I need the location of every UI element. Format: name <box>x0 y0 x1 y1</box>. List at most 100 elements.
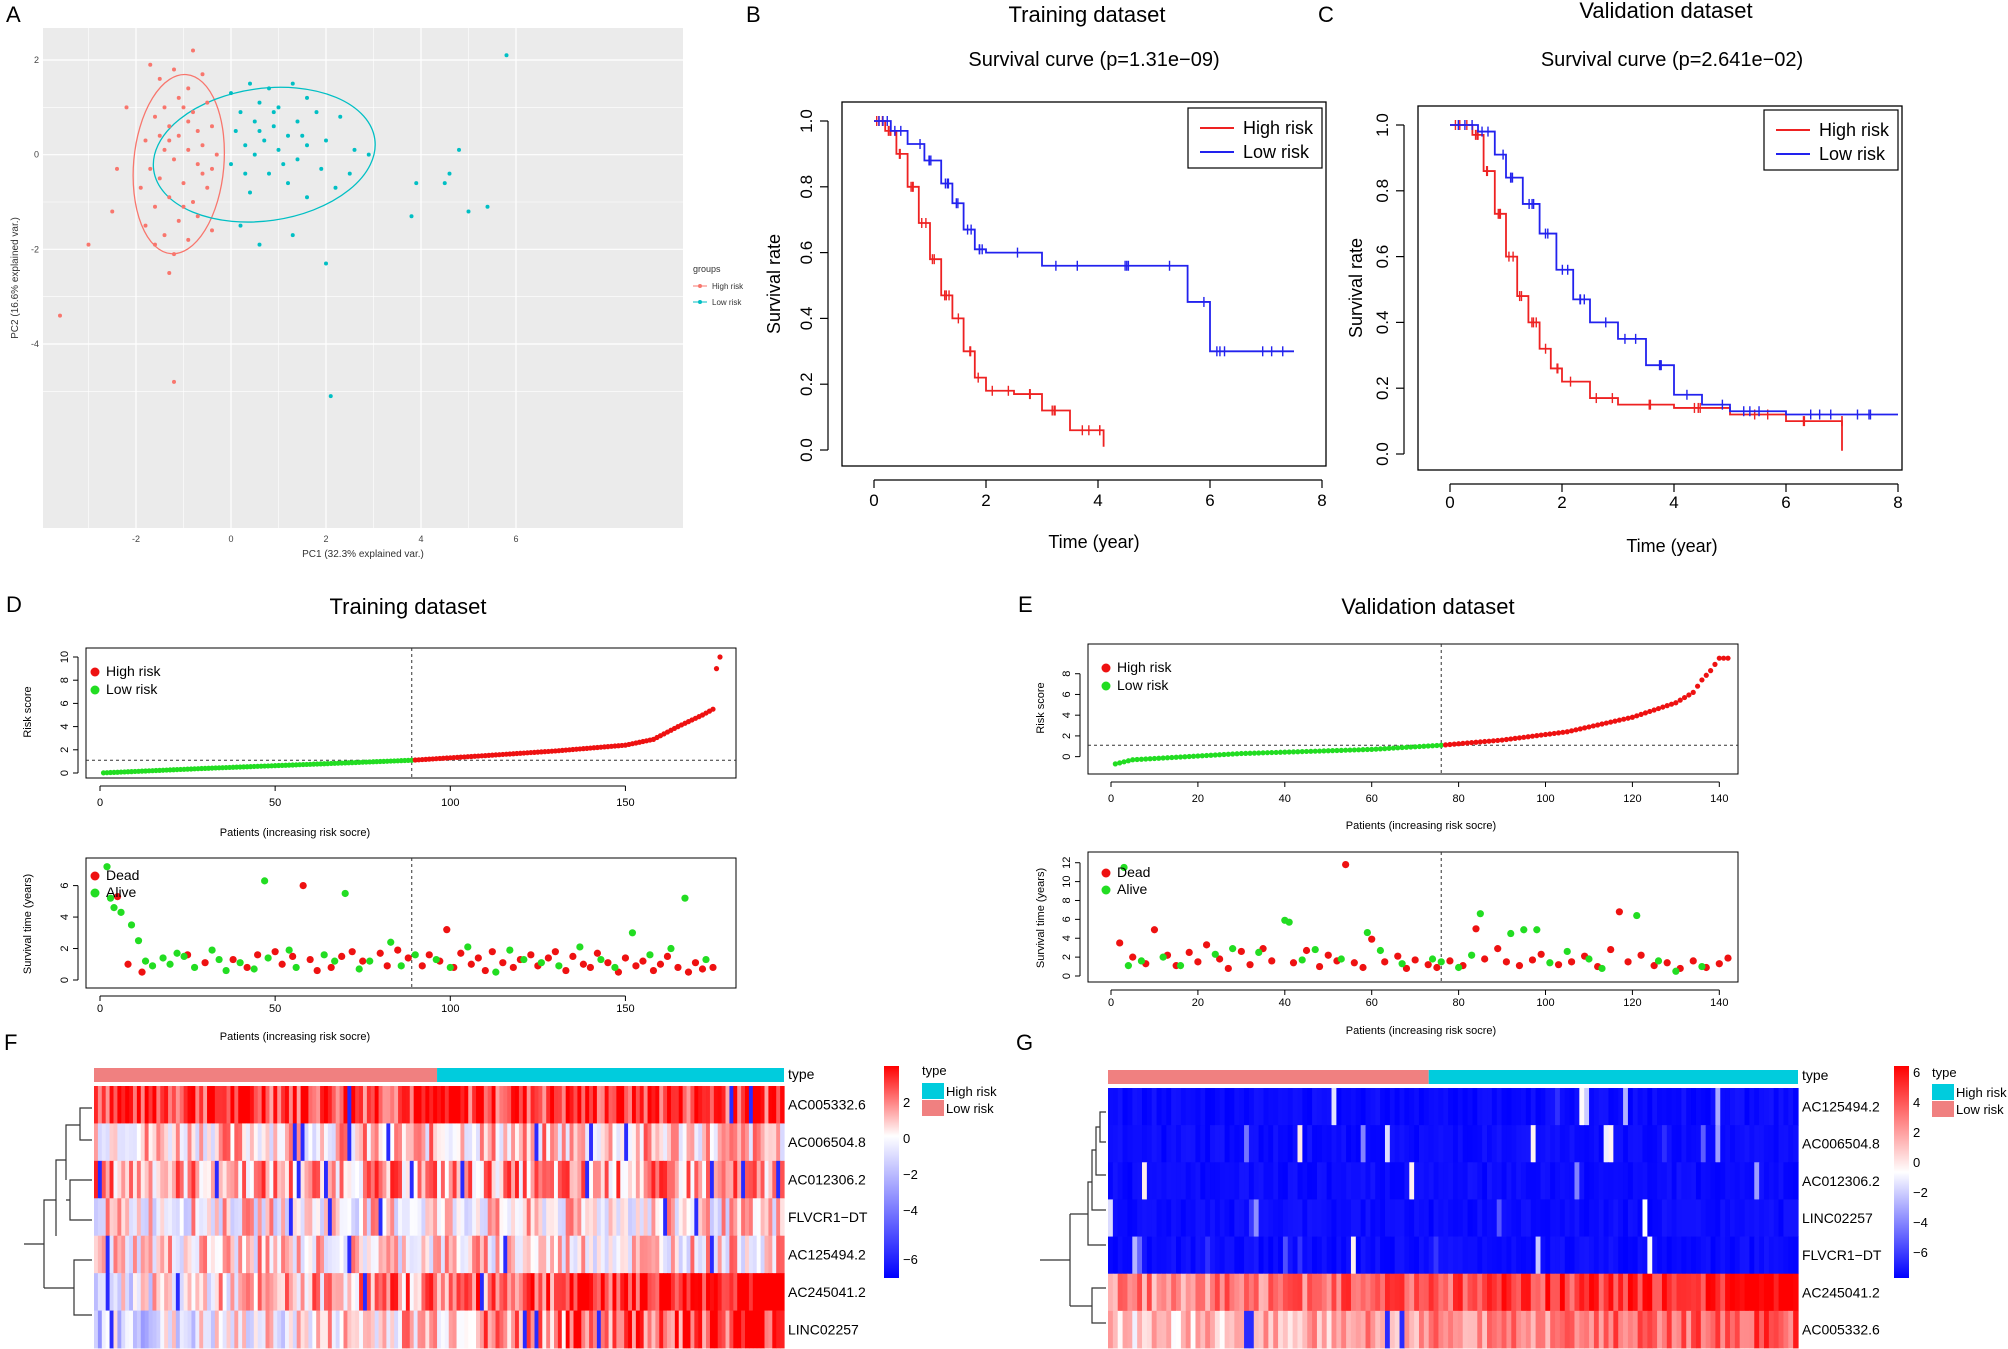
surv-point-alive <box>1255 948 1263 957</box>
d-surv-x-tick: 150 <box>616 1003 634 1015</box>
risk-point-low <box>1173 754 1179 760</box>
heatmap-cell <box>1404 1162 1410 1200</box>
heatmap-cell <box>316 1086 321 1124</box>
heatmap-cell <box>507 1123 512 1162</box>
risk-point-low <box>1312 748 1318 754</box>
heatmap-cell <box>667 1235 672 1274</box>
d-risk-y-tick: 10 <box>59 651 71 663</box>
pca-point-high-risk <box>186 119 191 124</box>
heatmap-cell <box>780 1123 785 1162</box>
heatmap-cell <box>647 1160 653 1199</box>
e-risk-axes <box>1075 673 1720 787</box>
heatmap-cell <box>1453 1199 1459 1237</box>
heatmap-cell <box>113 1198 118 1237</box>
heatmap-cell <box>347 1086 352 1124</box>
heatmap-cell <box>1302 1199 1308 1237</box>
d-risk-legend-high-marker <box>90 667 100 677</box>
pca-legend-high-marker <box>698 284 702 288</box>
heatmap-cell <box>1190 1310 1197 1349</box>
heatmap-cell <box>772 1310 777 1349</box>
d-risk-y-tick: 0 <box>59 770 71 776</box>
heatmap-cell <box>526 1086 532 1124</box>
km-c-title: Validation dataset <box>1579 0 1752 23</box>
surv-point-dead <box>1554 961 1563 969</box>
surv-point-alive <box>208 946 216 954</box>
heatmap-cell <box>132 1123 138 1162</box>
heatmap-cell <box>733 1310 738 1349</box>
f-legend-high-swatch <box>922 1083 944 1099</box>
heatmap-cell <box>335 1310 341 1349</box>
e-risk-legend-low-marker <box>1101 681 1111 691</box>
heatmap-cell <box>437 1198 442 1237</box>
heatmap-cell <box>261 1160 267 1199</box>
pca-point-high-risk <box>172 379 176 384</box>
heatmap-cell <box>639 1160 645 1199</box>
heatmap-cell <box>195 1310 200 1349</box>
heatmap-cell <box>1132 1199 1138 1237</box>
heatmap-cell <box>694 1235 699 1274</box>
heatmap-cell <box>1482 1273 1488 1312</box>
heatmap-cell <box>721 1086 727 1124</box>
heatmap-cell <box>1516 1236 1522 1275</box>
heatmap-cell <box>1501 1273 1508 1312</box>
heatmap-cell <box>370 1273 376 1311</box>
heatmap-cell <box>405 1086 411 1124</box>
heatmap-cell <box>444 1273 450 1311</box>
heatmap-cell <box>709 1235 715 1274</box>
heatmap-cell <box>573 1235 578 1274</box>
heatmap-cell <box>1666 1273 1673 1312</box>
heatmap-cell <box>1142 1162 1148 1200</box>
heatmap-cell <box>1671 1088 1678 1126</box>
heatmap-cell <box>1564 1236 1571 1275</box>
heatmap-cell <box>374 1310 380 1349</box>
heatmap-cell <box>1642 1199 1648 1237</box>
km-c-axes <box>1396 124 1899 492</box>
heatmap-cell <box>1671 1236 1678 1275</box>
heatmap-cell <box>335 1086 341 1124</box>
heatmap-cell <box>690 1160 695 1199</box>
heatmap-cell <box>1428 1199 1435 1237</box>
heatmap-cell <box>152 1198 157 1237</box>
heatmap-cell <box>1346 1125 1352 1163</box>
d-surv-y-tick: 0 <box>59 977 71 983</box>
surv-point-dead <box>278 960 286 968</box>
heatmap-cell <box>1346 1088 1352 1126</box>
heatmap-cell <box>1559 1310 1566 1349</box>
heatmap-cell <box>561 1160 567 1199</box>
heatmap-cell <box>1258 1125 1265 1163</box>
heatmap-cell <box>577 1273 582 1311</box>
risk-point-high <box>1555 730 1562 736</box>
heatmap-cell <box>1705 1273 1712 1312</box>
heatmap-cell <box>686 1198 692 1237</box>
e-risk-x-tick: 40 <box>1279 793 1291 805</box>
heatmap-cell <box>663 1273 668 1311</box>
heatmap-cell <box>152 1310 157 1349</box>
heatmap-cell <box>534 1198 540 1237</box>
heatmap-cell <box>125 1086 130 1124</box>
heatmap-cell <box>97 1273 103 1311</box>
heatmap-cell <box>1316 1162 1323 1200</box>
heatmap-cell <box>1530 1273 1537 1312</box>
heatmap-cell <box>401 1160 407 1199</box>
heatmap-cell <box>1584 1310 1590 1349</box>
heatmap-cell <box>1623 1236 1629 1275</box>
heatmap-cell <box>1409 1310 1415 1349</box>
heatmap-cell <box>136 1160 142 1199</box>
heatmap-cell <box>1229 1199 1235 1237</box>
heatmap-cell <box>479 1086 485 1124</box>
heatmap-cell <box>210 1160 216 1199</box>
d-risk-x-ticks: 0 50 100 150 <box>97 797 635 809</box>
heatmap-cell <box>1127 1310 1133 1349</box>
pca-x-tick: 6 <box>513 534 518 544</box>
heatmap-cell <box>273 1086 278 1124</box>
heatmap-cell <box>437 1160 442 1199</box>
panel-d-title: Training dataset <box>330 594 487 619</box>
heatmap-cell <box>511 1160 516 1199</box>
heatmap-cell <box>374 1235 380 1274</box>
heatmap-cell <box>292 1310 298 1349</box>
heatmap-cell <box>1477 1199 1483 1237</box>
heatmap-cell <box>355 1123 360 1162</box>
risk-point-high <box>1486 738 1492 744</box>
heatmap-cell <box>581 1160 586 1199</box>
heatmap-cell <box>596 1273 602 1311</box>
